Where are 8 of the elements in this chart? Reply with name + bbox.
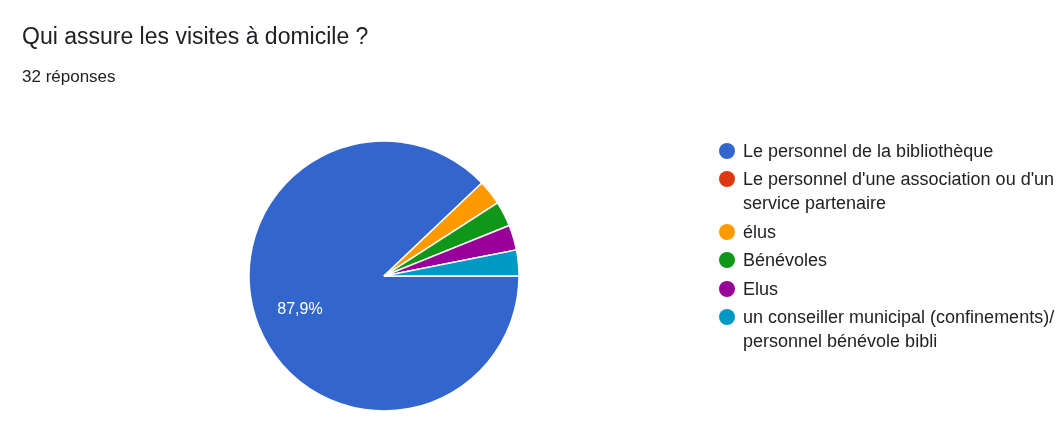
legend-label: un conseiller municipal (confinements)/ personnel bénévole bibli (743, 306, 1056, 353)
legend-label: Elus (743, 277, 779, 301)
legend-label: Le personnel de la bibliothèque (743, 139, 995, 163)
chart-title: Qui assure les visites à domicile ? (22, 22, 369, 49)
data-label: 87,9% (277, 299, 323, 317)
legend-label: élus (743, 220, 778, 244)
legend-label: Bénévoles (743, 249, 829, 272)
text: 32 réponses (22, 66, 116, 86)
